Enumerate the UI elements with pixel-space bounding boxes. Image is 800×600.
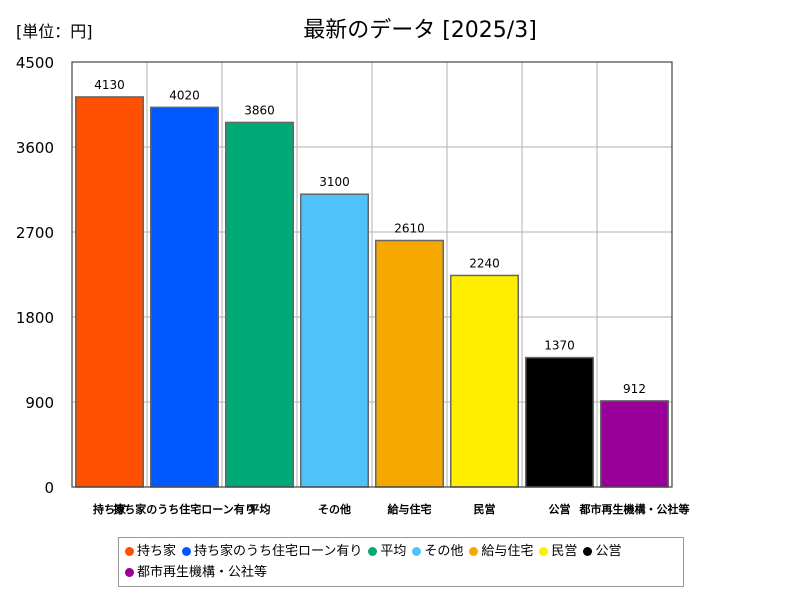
- data-label: 2240: [469, 256, 500, 270]
- x-tick-label: 民営: [474, 502, 496, 516]
- y-tick-label: 1800: [16, 309, 54, 327]
- x-tick-label: その他: [318, 502, 351, 516]
- y-tick-label: 2700: [16, 224, 54, 242]
- bar: [525, 356, 594, 488]
- x-tick-label: 都市再生機構・公社等: [579, 502, 690, 516]
- bar-chart: 0 900 1800 2700 3600 4500 4130 持ち家 4020 持ち家のうち住宅ロ…: [16, 54, 690, 516]
- legend-item: 都市再生機構・公社等: [125, 562, 267, 583]
- bar: [75, 96, 144, 488]
- legend-item: 平均: [368, 541, 406, 562]
- data-label: 1370: [544, 339, 575, 353]
- legend-color-icon: [368, 547, 378, 556]
- bar: [450, 274, 519, 488]
- legend-label: 給与住宅: [481, 544, 534, 559]
- bar: [300, 193, 369, 488]
- legend-label: 持ち家のうち住宅ローン有り: [194, 544, 363, 559]
- legend-color-icon: [412, 547, 422, 556]
- x-tick-label: 平均: [249, 502, 271, 516]
- data-label: 4130: [94, 78, 125, 92]
- bar: [600, 400, 669, 488]
- data-label: 912: [623, 382, 646, 396]
- x-tick-label: 給与住宅: [388, 502, 432, 516]
- x-tick-label: 公営: [549, 502, 571, 516]
- plot-border: [71, 61, 673, 488]
- legend-item: 公営: [583, 541, 621, 562]
- x-tick-label: 持ち家: [93, 502, 127, 516]
- legend-color-icon: [583, 547, 593, 556]
- y-tick-label: 900: [25, 394, 54, 412]
- legend-item: 民営: [539, 541, 577, 562]
- bar: [225, 121, 294, 488]
- chart-legend: 持ち家 持ち家のうち住宅ローン有り 平均 その他 給与住宅 民営 公営 都市再生…: [118, 537, 684, 587]
- bar: [375, 239, 444, 488]
- x-tick-label: 持ち家のうち住宅ローン有り: [113, 502, 255, 516]
- legend-label: 平均: [380, 544, 407, 559]
- y-tick-label: 0: [44, 479, 54, 497]
- data-label: 2610: [394, 222, 425, 236]
- legend-label: 都市再生機構・公社等: [137, 565, 268, 580]
- data-label: 4020: [169, 88, 200, 102]
- legend-item: 給与住宅: [469, 541, 533, 562]
- legend-label: 持ち家: [137, 544, 177, 559]
- y-tick-label: 4500: [16, 54, 54, 72]
- unit-label: [単位：円]: [16, 22, 93, 41]
- legend-color-icon: [469, 547, 479, 556]
- legend-color-icon: [539, 547, 549, 556]
- legend-label: 公営: [595, 544, 622, 559]
- legend-item: その他: [412, 541, 463, 562]
- chart-title: 最新のデータ [2025/3]: [303, 18, 537, 43]
- legend-color-icon: [125, 547, 134, 556]
- y-tick-label: 3600: [16, 139, 54, 157]
- legend-item: 持ち家: [125, 541, 176, 562]
- legend-color-icon: [182, 547, 192, 556]
- data-label: 3860: [244, 103, 275, 117]
- bar: [150, 106, 219, 488]
- legend-label: 民営: [551, 544, 578, 559]
- legend-color-icon: [125, 568, 134, 577]
- legend-item: 持ち家のうち住宅ローン有り: [182, 541, 362, 562]
- legend-label: その他: [424, 544, 464, 559]
- data-label: 3100: [319, 175, 350, 189]
